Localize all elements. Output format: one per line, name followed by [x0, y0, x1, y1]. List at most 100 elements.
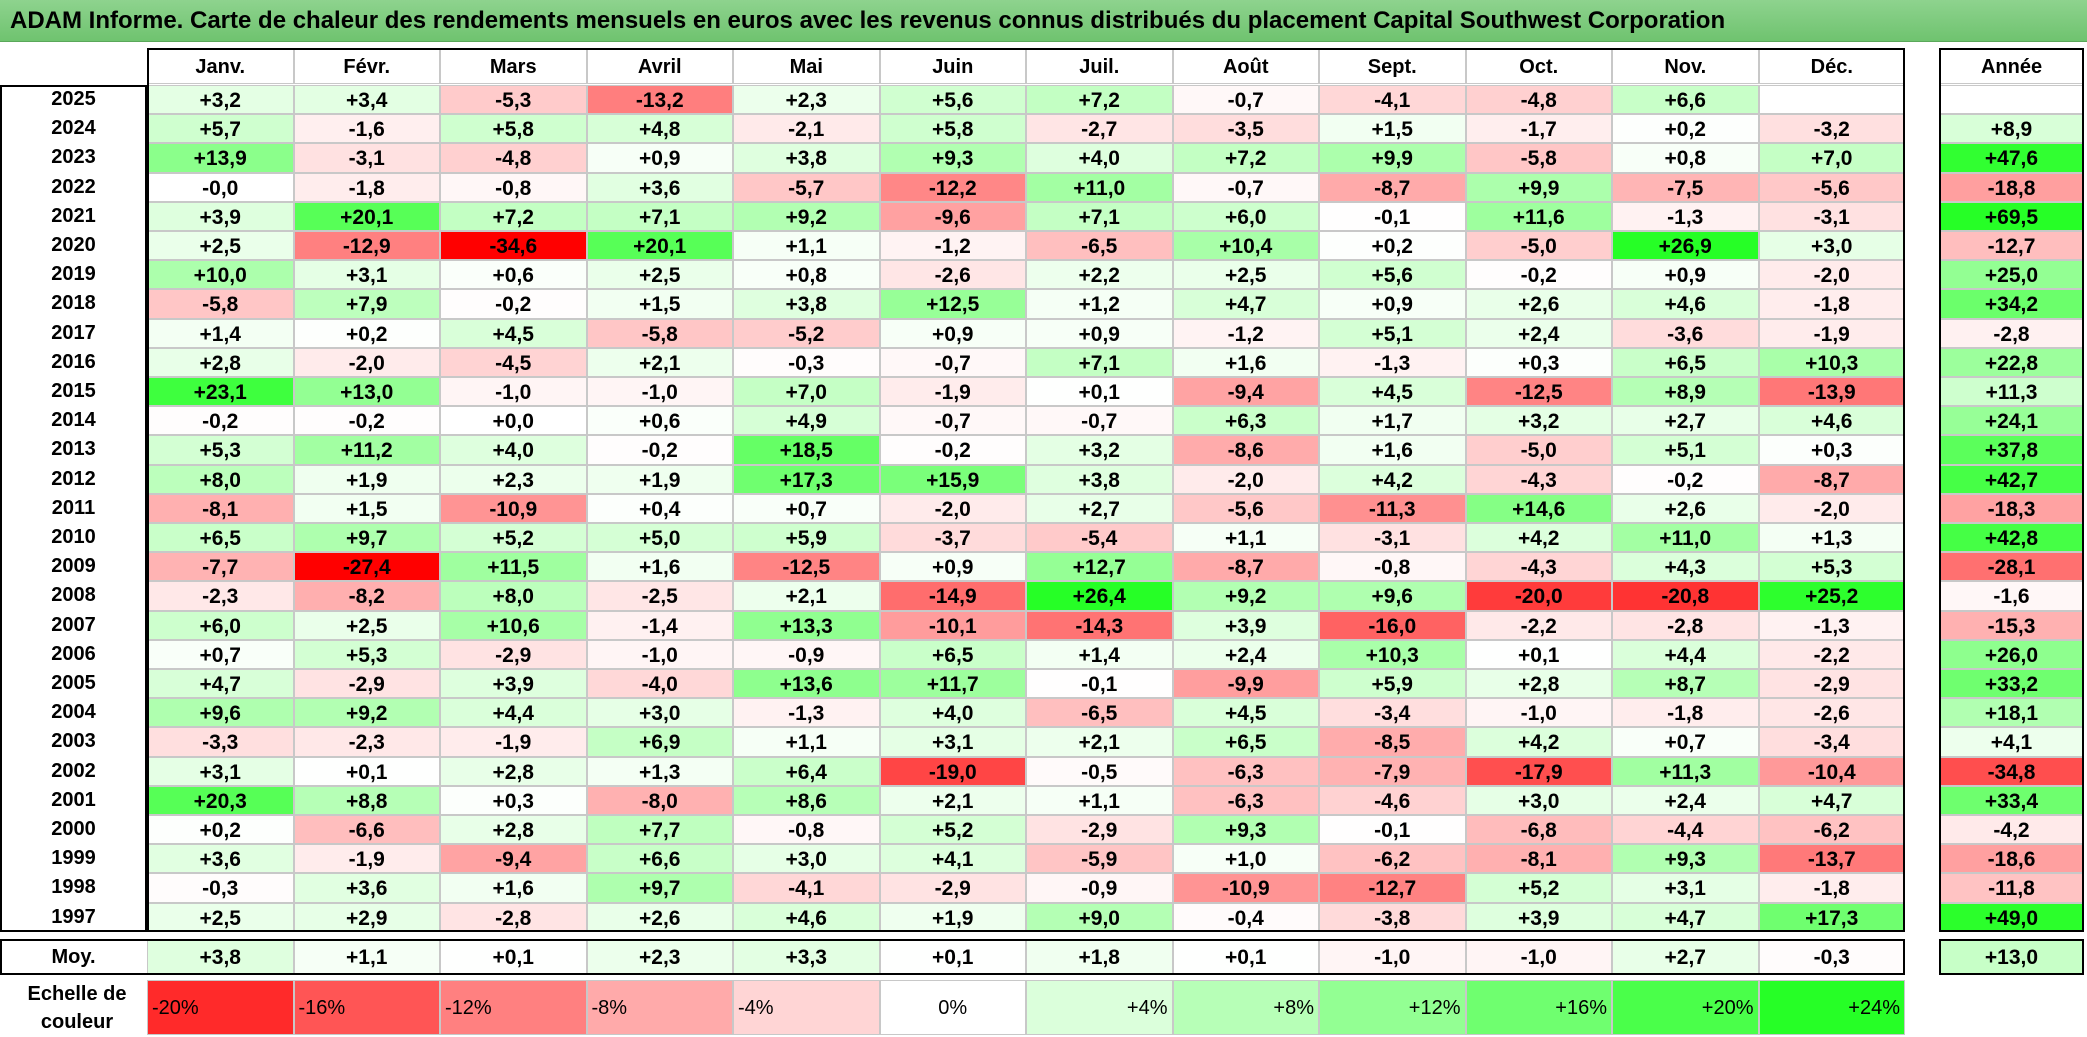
heatmap-cell: +1,9	[293, 464, 440, 494]
heatmap-cell: +5,2	[1465, 873, 1612, 903]
heatmap-cell: +4,0	[440, 435, 587, 465]
annual-cell: +26,0	[1939, 639, 2084, 669]
heatmap-cell: +0,8	[733, 260, 880, 290]
heatmap-cell: +0,6	[440, 260, 587, 290]
row-year-label: 2005	[51, 672, 96, 694]
heatmap-cell: +13,6	[733, 669, 880, 699]
annual-cell: +47,6	[1939, 143, 2084, 173]
heatmap-cell: +4,2	[1465, 523, 1612, 553]
average-cell: +0,1	[1172, 938, 1319, 975]
heatmap-cell: +2,8	[440, 815, 587, 845]
heatmap-cell: -1,0	[440, 377, 587, 407]
heatmap-cell: -2,8	[440, 902, 587, 932]
heatmap-cell: +2,3	[440, 464, 587, 494]
heatmap-cell: +1,3	[586, 756, 733, 786]
heatmap-cell: -3,1	[293, 143, 440, 173]
heatmap-cell: +11,5	[440, 552, 587, 582]
title-bar: ADAM Informe. Carte de chaleur des rende…	[0, 0, 2087, 42]
annual-cell: +8,9	[1939, 114, 2084, 144]
heatmap-cell: +2,7	[1612, 406, 1759, 436]
heatmap-cell: -13,7	[1758, 844, 1905, 874]
heatmap-cell: +7,2	[1172, 143, 1319, 173]
heatmap-cell: -3,1	[1319, 523, 1466, 553]
row-year-label: 2018	[51, 292, 96, 315]
heatmap-cell: +12,7	[1026, 552, 1173, 582]
heatmap-cell: +20,1	[586, 231, 733, 261]
heatmap-cell: -0,4	[1172, 902, 1319, 932]
heatmap-cell	[1758, 85, 1905, 115]
heatmap-cell: -1,8	[1758, 289, 1905, 319]
heatmap-cell: +9,0	[1026, 902, 1173, 932]
heatmap-cell: +5,2	[879, 815, 1026, 845]
heatmap-cell: +3,1	[293, 260, 440, 290]
heatmap-cell: -1,0	[586, 639, 733, 669]
heatmap-cell: +3,1	[879, 727, 1026, 757]
heatmap-cell: +13,9	[147, 143, 294, 173]
heatmap-cell: +9,6	[1319, 581, 1466, 611]
heatmap-cell: -5,3	[440, 85, 587, 115]
heatmap-cell: +17,3	[733, 464, 880, 494]
annual-cell: -34,8	[1939, 756, 2084, 786]
row-year-label: 2000	[51, 818, 96, 840]
average-cell: +1,8	[1026, 938, 1173, 975]
row-year-label: 2021	[51, 204, 96, 227]
heatmap-cell: -2,3	[147, 581, 294, 611]
heatmap-cell: -8,7	[1319, 172, 1466, 202]
annual-cell: +22,8	[1939, 347, 2084, 377]
heatmap-cell: +3,2	[147, 85, 294, 115]
heatmap-cell: +4,7	[1612, 902, 1759, 932]
heatmap-cell: +0,8	[1612, 143, 1759, 173]
heatmap-cell: -0,3	[733, 347, 880, 377]
scale-label: Echelle de couleur	[27, 983, 127, 1033]
heatmap-cell: +2,9	[293, 902, 440, 932]
heatmap-cell: -0,1	[1026, 669, 1173, 699]
heatmap-cell: -1,3	[733, 698, 880, 728]
heatmap-cell: -19,0	[879, 756, 1026, 786]
heatmap-cell: -12,7	[1319, 873, 1466, 903]
heatmap-cell: +6,9	[586, 727, 733, 757]
heatmap-cell: -2,0	[879, 493, 1026, 523]
heatmap-cell: -1,3	[1758, 610, 1905, 640]
heatmap-cell: -5,6	[1758, 172, 1905, 202]
heatmap-cell: -2,7	[1026, 114, 1173, 144]
row-year-label: 2020	[51, 234, 96, 256]
average-cell: +1,1	[293, 938, 440, 975]
annual-cell: -1,6	[1939, 581, 2084, 611]
heatmap-cell: +5,3	[147, 435, 294, 465]
annual-cell: +24,1	[1939, 406, 2084, 436]
heatmap-cell: +6,5	[1612, 347, 1759, 377]
heatmap-cell: +3,6	[147, 844, 294, 874]
heatmap-cell: -5,0	[1465, 435, 1612, 465]
average-cell: +3,3	[733, 938, 880, 975]
heatmap-cell: +9,3	[879, 143, 1026, 173]
heatmap-cell: -1,3	[1612, 201, 1759, 231]
heatmap-cell: +3,4	[293, 85, 440, 115]
heatmap-cell: -14,3	[1026, 610, 1173, 640]
scale-cell: -4%	[733, 980, 880, 1035]
heatmap-cell: -6,5	[1026, 698, 1173, 728]
heatmap-cell: +6,4	[733, 756, 880, 786]
heatmap-cell: +4,5	[1172, 698, 1319, 728]
heatmap-cell: +0,2	[1319, 231, 1466, 261]
heatmap-cell: -8,5	[1319, 727, 1466, 757]
annual-header: Année	[1939, 48, 2084, 84]
heatmap-cell: +5,8	[440, 114, 587, 144]
average-cell: +2,7	[1612, 938, 1759, 975]
row-year-label: 2001	[51, 788, 96, 811]
average-cell: -1,0	[1319, 938, 1466, 975]
heatmap-cell: +4,0	[1026, 143, 1173, 173]
heatmap-cell: +7,1	[1026, 201, 1173, 231]
heatmap-cell: -6,2	[1758, 815, 1905, 845]
heatmap-cell: -7,5	[1612, 172, 1759, 202]
heatmap-cell: -1,3	[1319, 347, 1466, 377]
heatmap-cell: +8,0	[440, 581, 587, 611]
heatmap-cell: -1,8	[1758, 873, 1905, 903]
heatmap-cell: -4,4	[1612, 815, 1759, 845]
heatmap-cell: +1,1	[733, 231, 880, 261]
heatmap-cell: -5,6	[1172, 493, 1319, 523]
scale-cell: +4%	[1026, 980, 1173, 1035]
heatmap-cell: -0,2	[586, 435, 733, 465]
heatmap-cell: +4,5	[440, 318, 587, 348]
heatmap-cell: -1,9	[879, 377, 1026, 407]
heatmap-cell: +7,7	[586, 815, 733, 845]
